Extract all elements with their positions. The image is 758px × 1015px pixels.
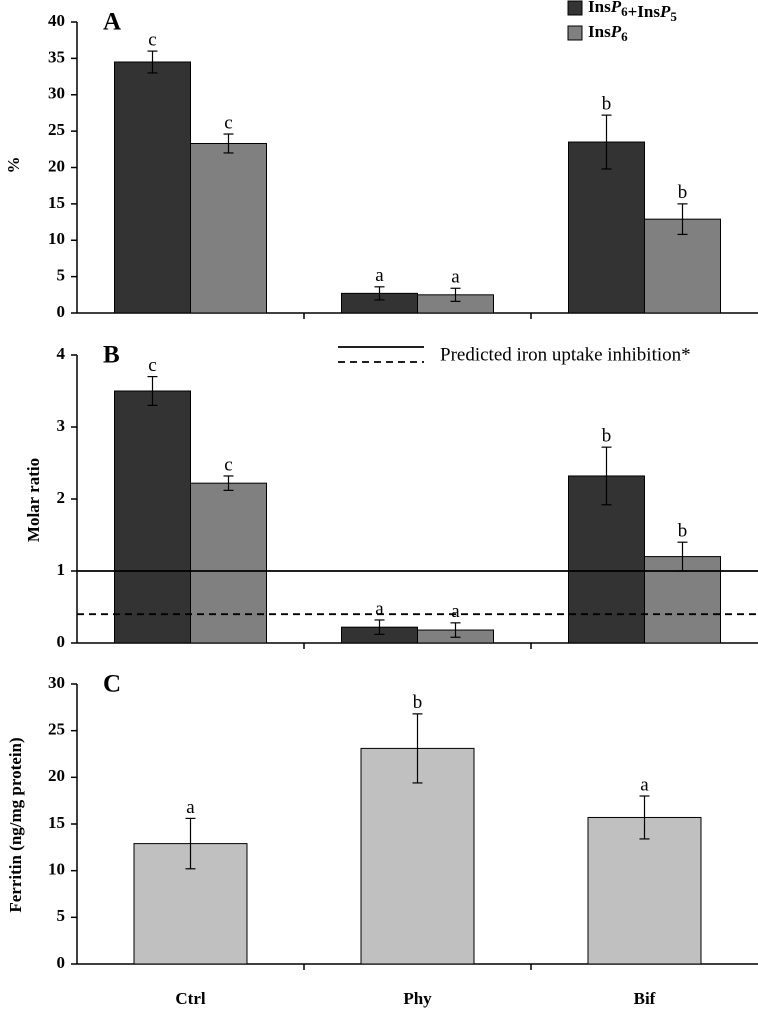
error-bar	[374, 619, 385, 635]
error-bar	[450, 287, 461, 302]
y-tick-label: 15	[48, 193, 65, 212]
legend-label: InsP6+InsP5	[588, 0, 677, 24]
legend-label: Predicted iron uptake inhibition*	[440, 344, 691, 365]
significance-letter: b	[602, 93, 612, 114]
bar	[360, 747, 475, 965]
error-bar	[185, 817, 196, 870]
y-tick-label: 0	[57, 302, 66, 321]
significance-letter: b	[678, 182, 688, 203]
significance-letter: b	[602, 426, 612, 447]
panel-title: B	[103, 342, 120, 369]
error-bar	[639, 795, 650, 840]
error-bar	[412, 713, 423, 784]
y-tick-label: 30	[48, 673, 65, 692]
y-tick-label: 3	[57, 416, 66, 435]
legend-label: InsP6	[588, 22, 628, 44]
significance-letter: b	[413, 692, 423, 713]
bar	[587, 816, 702, 965]
error-bar	[223, 475, 234, 491]
y-tick-label: 1	[57, 560, 66, 579]
y-tick-label: 25	[48, 720, 65, 739]
panel-title: A	[103, 9, 121, 36]
y-axis-label: Ferritin (ng/mg protein)	[6, 737, 25, 912]
y-tick-label: 10	[48, 229, 65, 248]
y-tick-label: 2	[57, 488, 66, 507]
y-tick-label: 40	[48, 11, 65, 30]
panel-title: C	[103, 671, 121, 698]
bar	[190, 142, 267, 314]
significance-letter: c	[148, 355, 156, 376]
x-tick-label: Phy	[403, 989, 432, 1008]
error-bar	[677, 203, 688, 236]
significance-letter: a	[451, 267, 460, 288]
y-tick-label: 20	[48, 766, 65, 785]
significance-letter: a	[451, 601, 460, 622]
error-bar	[601, 114, 612, 170]
y-axis-label: %	[4, 157, 23, 174]
bar	[114, 61, 191, 314]
error-bar	[450, 622, 461, 638]
significance-letter: a	[640, 774, 649, 795]
error-bar	[374, 286, 385, 301]
significance-letter: a	[186, 797, 195, 818]
bar	[190, 482, 267, 644]
y-tick-label: 0	[57, 632, 66, 651]
bar	[114, 390, 191, 644]
y-axis-label: Molar ratio	[24, 458, 43, 542]
error-bar	[223, 133, 234, 154]
y-tick-label: 35	[48, 47, 65, 66]
error-bar	[147, 376, 158, 406]
x-tick-label: Ctrl	[175, 989, 205, 1008]
error-bar	[601, 446, 612, 506]
y-tick-label: 5	[57, 266, 66, 285]
significance-letter: a	[375, 598, 384, 619]
y-tick-label: 30	[48, 84, 65, 103]
significance-letter: b	[678, 521, 688, 542]
x-tick-label: Bif	[634, 989, 656, 1008]
bar	[568, 141, 645, 314]
legend-swatch	[567, 25, 583, 41]
y-tick-label: 25	[48, 120, 65, 139]
y-tick-label: 20	[48, 156, 65, 175]
significance-letter: a	[375, 265, 384, 286]
y-tick-label: 10	[48, 860, 65, 879]
significance-letter: c	[224, 112, 232, 133]
y-tick-label: 15	[48, 813, 65, 832]
significance-letter: c	[224, 454, 232, 475]
y-tick-label: 0	[57, 953, 66, 972]
legend-swatch	[567, 0, 583, 16]
y-tick-label: 4	[57, 344, 66, 363]
significance-letter: c	[148, 29, 156, 50]
error-bar	[147, 50, 158, 74]
y-tick-label: 5	[57, 906, 66, 925]
